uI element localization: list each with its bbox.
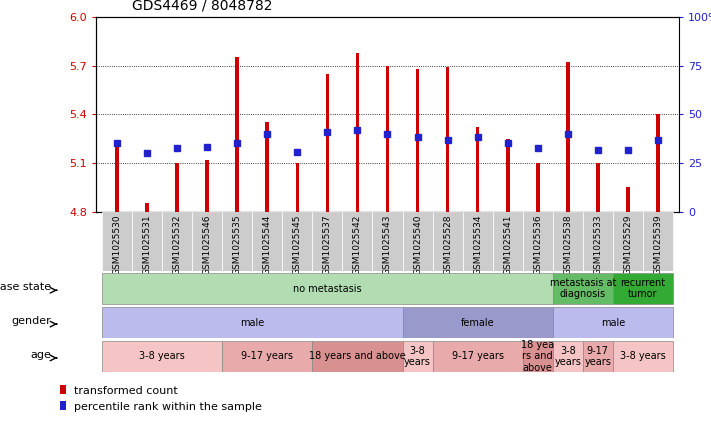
Bar — [626, 187, 630, 212]
Bar — [282, 212, 312, 271]
Text: 3-8 years: 3-8 years — [620, 352, 665, 361]
Bar — [235, 58, 239, 212]
Bar — [102, 212, 132, 271]
Text: GSM1025544: GSM1025544 — [263, 214, 272, 275]
Bar — [102, 308, 402, 338]
Bar — [432, 341, 523, 372]
Text: GSM1025542: GSM1025542 — [353, 214, 362, 275]
Text: 3-8
years: 3-8 years — [555, 346, 582, 367]
Bar — [463, 212, 493, 271]
Bar — [552, 274, 613, 304]
Bar — [115, 147, 119, 212]
Bar — [523, 341, 552, 372]
Text: GSM1025530: GSM1025530 — [112, 214, 122, 275]
Bar — [132, 212, 162, 271]
Bar — [416, 69, 419, 212]
Bar — [252, 212, 282, 271]
Bar — [523, 212, 552, 271]
Text: GSM1025545: GSM1025545 — [293, 214, 302, 275]
Text: male: male — [240, 318, 264, 327]
Text: GSM1025532: GSM1025532 — [173, 214, 181, 275]
Text: GSM1025541: GSM1025541 — [503, 214, 512, 275]
Text: age: age — [30, 350, 51, 360]
Text: GSM1025529: GSM1025529 — [624, 214, 632, 275]
Text: 18 years and above: 18 years and above — [309, 352, 406, 361]
Text: 9-17
years: 9-17 years — [584, 346, 611, 367]
Bar — [192, 212, 223, 271]
Bar — [102, 341, 223, 372]
Bar — [506, 139, 510, 212]
Text: GSM1025538: GSM1025538 — [563, 214, 572, 275]
Bar — [583, 341, 613, 372]
Bar — [613, 212, 643, 271]
Text: female: female — [461, 318, 494, 327]
Bar — [60, 401, 66, 410]
Bar — [265, 122, 269, 212]
Bar — [176, 163, 179, 212]
Bar — [145, 203, 149, 212]
Text: transformed count: transformed count — [74, 386, 178, 396]
Bar — [656, 114, 660, 212]
Text: percentile rank within the sample: percentile rank within the sample — [74, 402, 262, 412]
Text: GSM1025539: GSM1025539 — [653, 214, 663, 275]
Text: 3-8 years: 3-8 years — [139, 352, 185, 361]
Text: no metastasis: no metastasis — [293, 284, 362, 294]
Bar — [223, 341, 312, 372]
Bar — [343, 212, 373, 271]
Text: 18 yea
rs and
above: 18 yea rs and above — [521, 340, 555, 373]
Bar — [643, 212, 673, 271]
Bar — [613, 274, 673, 304]
Text: GSM1025531: GSM1025531 — [143, 214, 151, 275]
Bar — [60, 385, 66, 394]
Bar — [446, 67, 449, 212]
Bar — [223, 212, 252, 271]
Bar — [326, 74, 329, 212]
Bar — [596, 163, 599, 212]
Text: GSM1025533: GSM1025533 — [594, 214, 602, 275]
Text: disease state: disease state — [0, 282, 51, 292]
Text: GSM1025543: GSM1025543 — [383, 214, 392, 275]
Text: recurrent
tumor: recurrent tumor — [621, 278, 665, 299]
Bar — [385, 66, 390, 212]
Bar — [162, 212, 192, 271]
Bar — [566, 62, 570, 212]
Text: metastasis at
diagnosis: metastasis at diagnosis — [550, 278, 616, 299]
Text: GSM1025540: GSM1025540 — [413, 214, 422, 275]
Bar — [296, 163, 299, 212]
Bar — [493, 212, 523, 271]
Text: GSM1025536: GSM1025536 — [533, 214, 542, 275]
Bar — [402, 341, 432, 372]
Text: GSM1025534: GSM1025534 — [473, 214, 482, 275]
Text: 9-17 years: 9-17 years — [451, 352, 503, 361]
Bar — [356, 52, 359, 212]
Text: GSM1025546: GSM1025546 — [203, 214, 212, 275]
Bar — [552, 341, 583, 372]
Text: GSM1025537: GSM1025537 — [323, 214, 332, 275]
Bar — [205, 159, 209, 212]
Bar — [432, 212, 463, 271]
Text: GDS4469 / 8048782: GDS4469 / 8048782 — [132, 0, 272, 13]
Text: 9-17 years: 9-17 years — [241, 352, 293, 361]
Bar — [312, 341, 402, 372]
Bar — [402, 308, 552, 338]
Bar — [312, 212, 343, 271]
Text: male: male — [601, 318, 625, 327]
Bar — [536, 163, 540, 212]
Text: GSM1025528: GSM1025528 — [443, 214, 452, 275]
Bar — [476, 127, 479, 212]
Bar — [613, 341, 673, 372]
Bar — [583, 212, 613, 271]
Bar — [552, 308, 673, 338]
Bar — [402, 212, 432, 271]
Text: GSM1025535: GSM1025535 — [232, 214, 242, 275]
Bar — [373, 212, 402, 271]
Text: gender: gender — [11, 316, 51, 326]
Text: 3-8
years: 3-8 years — [404, 346, 431, 367]
Bar — [552, 212, 583, 271]
Bar — [102, 274, 552, 304]
